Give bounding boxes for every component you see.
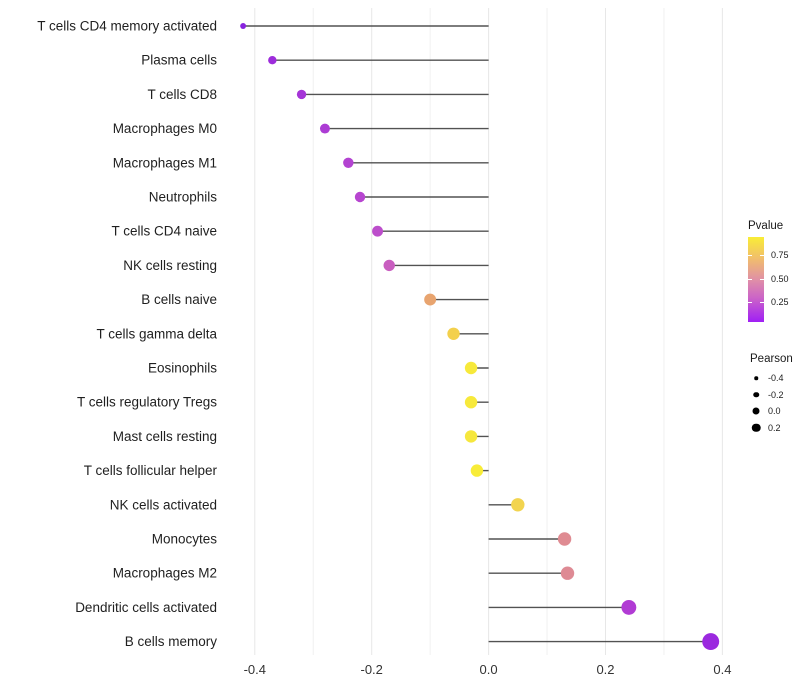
y-axis-category-labels: T cells CD4 memory activated Plasma cells… [37, 19, 217, 650]
lollipop-point [557, 532, 572, 546]
lollipop-point [268, 56, 277, 65]
pvalue-colorbar-tickmark [760, 301, 764, 303]
category-label: Macrophages M2 [113, 566, 217, 581]
lollipop-point [296, 89, 307, 100]
legend-pearson-dot [752, 407, 760, 415]
lollipop-point [464, 396, 478, 409]
legend-pearson-entry: 0.0 [750, 403, 800, 419]
x-axis-tick-label: -0.4 [244, 662, 266, 677]
lollipop-point [424, 293, 437, 306]
category-label: T cells CD8 [147, 87, 217, 102]
lollipop-point [447, 327, 460, 340]
lollipop-point [319, 123, 330, 134]
legend-pearson-label: -0.4 [768, 373, 784, 383]
category-label: B cells naive [141, 292, 217, 307]
lollipop-point [560, 566, 575, 580]
lollipop-point [464, 361, 478, 375]
x-axis-tick-label: 0.4 [713, 662, 731, 677]
x-axis-tick-label: 0.2 [596, 662, 614, 677]
x-axis-tick-label: 0.0 [480, 662, 498, 677]
lollipop-point [470, 464, 484, 477]
lollipop-point [240, 23, 247, 29]
legend-pvalue-title: Pvalue [748, 220, 784, 232]
pvalue-colorbar [748, 237, 764, 322]
lollipop-point [702, 633, 720, 651]
category-label: Macrophages M0 [113, 121, 217, 136]
gridlines [254, 8, 723, 655]
legend-pearson-entry: 0.2 [750, 420, 800, 436]
pvalue-colorbar-tickmark [748, 254, 752, 256]
lollipops [240, 23, 720, 651]
category-label: T cells gamma delta [96, 326, 217, 341]
legend-pearson-dot [753, 391, 759, 398]
category-label: NK cells activated [110, 497, 217, 512]
category-label: B cells memory [125, 634, 218, 649]
lollipop-point [383, 259, 395, 272]
category-label: NK cells resting [123, 258, 217, 273]
pvalue-colorbar-tickmark [748, 301, 752, 303]
legend-pearson-dot [751, 423, 761, 432]
legend-pearson-title: Pearson [750, 353, 793, 365]
pvalue-colorbar-tickmark [760, 278, 764, 280]
category-label: T cells regulatory Tregs [77, 395, 217, 410]
legend-pearson-label: 0.2 [768, 422, 781, 433]
category-label: Dendritic cells activated [75, 600, 217, 615]
category-label: T cells CD4 memory activated [37, 19, 217, 34]
category-label: Monocytes [152, 532, 218, 547]
lollipop-point [354, 191, 366, 203]
category-label: Macrophages M1 [113, 155, 217, 170]
pvalue-tick-label: 0.25 [771, 296, 789, 307]
category-label: T cells CD4 naive [111, 224, 217, 239]
x-axis-tick-labels: -0.4 -0.2 0.0 0.2 0.4 [244, 662, 732, 677]
lollipop-point [464, 430, 478, 443]
legend-pearson: Pearson -0.4 -0.2 0.0 0.2 [750, 353, 800, 453]
pvalue-tick-label: 0.75 [771, 249, 789, 260]
legend-pearson-entry: -0.4 [750, 370, 800, 386]
legend-pearson-entry: -0.2 [750, 387, 800, 403]
category-label: Eosinophils [148, 361, 217, 376]
legend-pearson-dot [754, 376, 758, 380]
pvalue-tick-label: 0.50 [771, 273, 789, 284]
pvalue-colorbar-tickmark [748, 278, 752, 280]
category-label: T cells follicular helper [84, 463, 218, 478]
category-label: Plasma cells [141, 53, 217, 68]
legend-pvalue: Pvalue 0.75 0.50 0.25 [748, 220, 800, 340]
lollipop-point [343, 157, 354, 168]
legend-pearson-label: 0.0 [768, 406, 781, 416]
pvalue-colorbar-tickmark [760, 254, 764, 256]
lollipop-point [372, 225, 383, 237]
category-label: Mast cells resting [113, 429, 217, 444]
x-axis-tick-label: -0.2 [360, 662, 382, 677]
category-label: Neutrophils [149, 190, 218, 205]
lollipop-point [621, 599, 637, 615]
legend-pearson-label: -0.2 [768, 389, 784, 400]
lollipop-point [511, 498, 525, 512]
